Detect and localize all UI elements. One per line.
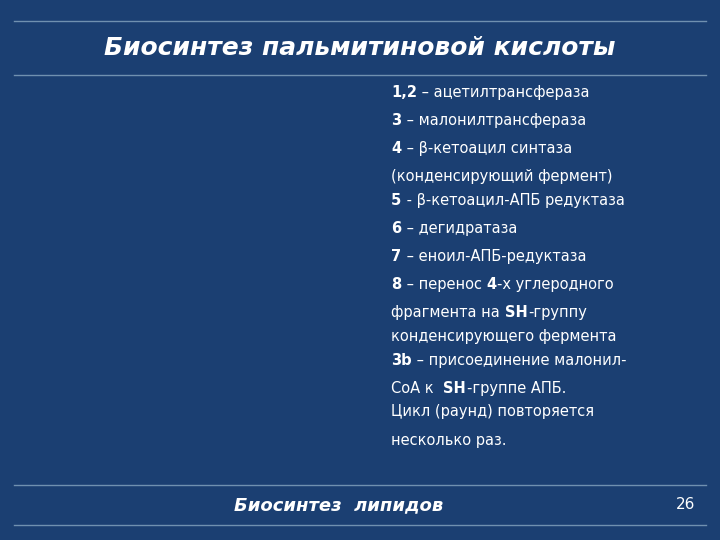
Text: – перенос: – перенос [402, 277, 486, 292]
Text: 8: 8 [391, 277, 401, 292]
Text: конденсирующего фермента: конденсирующего фермента [391, 329, 616, 344]
Text: – еноил-АПБ-редуктаза: – еноил-АПБ-редуктаза [402, 249, 586, 264]
Text: СоА к: СоА к [391, 381, 443, 396]
Text: 7: 7 [391, 249, 401, 264]
Text: SH: SH [505, 305, 528, 320]
Text: (конденсирующий фермент): (конденсирующий фермент) [391, 169, 613, 184]
Text: – дегидратаза: – дегидратаза [402, 221, 517, 236]
Text: SH: SH [444, 381, 466, 396]
Text: – присоединение малонил-: – присоединение малонил- [412, 353, 626, 368]
Text: - β-кетоацил-АПБ редуктаза: - β-кетоацил-АПБ редуктаза [402, 193, 624, 208]
Text: 3b: 3b [391, 353, 412, 368]
Text: -х углеродного: -х углеродного [498, 277, 614, 292]
Text: 3: 3 [391, 113, 401, 128]
Text: -группу: -группу [528, 305, 587, 320]
Text: 5: 5 [391, 193, 401, 208]
Text: 4: 4 [487, 277, 497, 292]
Text: Биосинтез пальмитиновой кислоты: Биосинтез пальмитиновой кислоты [104, 36, 616, 59]
Text: несколько раз.: несколько раз. [391, 433, 506, 448]
Text: – малонилтрансфераза: – малонилтрансфераза [402, 113, 586, 128]
Text: 26: 26 [675, 497, 695, 512]
Text: – β-кетоацил синтаза: – β-кетоацил синтаза [402, 141, 572, 156]
Text: Биосинтез  липидов: Биосинтез липидов [234, 496, 443, 514]
Text: 4: 4 [391, 141, 401, 156]
Text: -группе АПБ.: -группе АПБ. [467, 381, 566, 396]
Text: Цикл (раунд) повторяется: Цикл (раунд) повторяется [391, 404, 594, 420]
Text: – ацетилтрансфераза: – ацетилтрансфераза [418, 85, 590, 100]
Text: 6: 6 [391, 221, 401, 236]
Text: фрагмента на: фрагмента на [391, 305, 504, 320]
Text: 1,2: 1,2 [391, 85, 417, 100]
